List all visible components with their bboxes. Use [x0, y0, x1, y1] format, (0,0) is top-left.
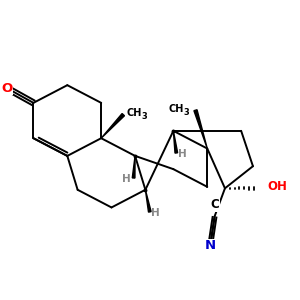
Text: OH: OH: [267, 180, 287, 193]
Text: N: N: [205, 239, 216, 252]
Text: H: H: [122, 175, 130, 184]
Text: H: H: [151, 208, 160, 218]
Polygon shape: [101, 113, 124, 138]
Text: O: O: [1, 82, 13, 94]
Text: CH: CH: [168, 104, 184, 114]
Text: H: H: [178, 149, 187, 159]
Polygon shape: [194, 110, 207, 148]
Text: 3: 3: [184, 108, 189, 117]
Text: C: C: [210, 198, 219, 211]
Text: 3: 3: [142, 112, 147, 122]
Polygon shape: [146, 190, 151, 212]
Polygon shape: [132, 156, 135, 178]
Text: CH: CH: [127, 108, 142, 118]
Polygon shape: [173, 131, 178, 153]
